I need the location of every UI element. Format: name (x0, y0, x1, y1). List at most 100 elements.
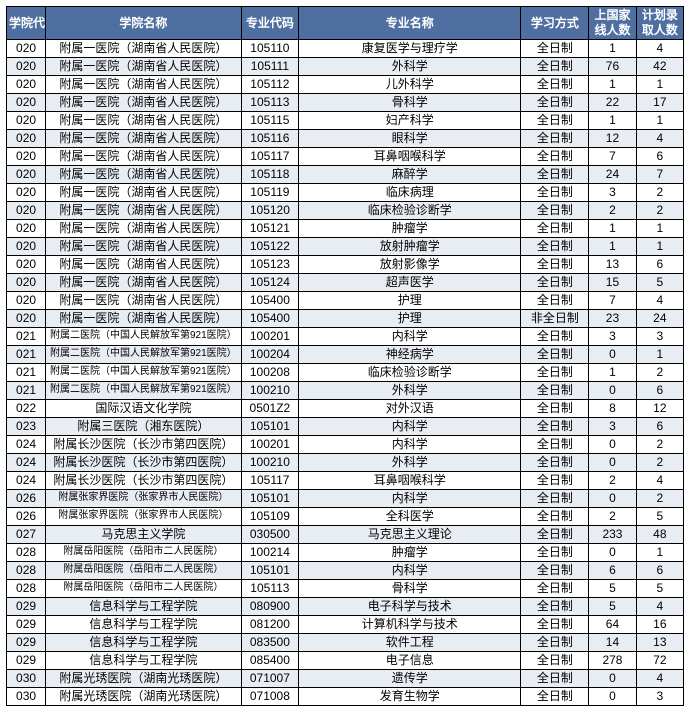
cell: 020 (7, 310, 46, 328)
cell: 2 (636, 364, 683, 382)
cell: 026 (7, 490, 46, 508)
cell: 24 (636, 310, 683, 328)
cell: 6 (636, 382, 683, 400)
cell: 020 (7, 148, 46, 166)
cell: 放射肿瘤学 (299, 238, 521, 256)
cell: 外科学 (299, 454, 521, 472)
cell: 4 (636, 130, 683, 148)
cell: 全日制 (521, 616, 589, 634)
cell: 电子科学与技术 (299, 598, 521, 616)
admissions-table: 学院代码学院名称专业代码专业名称学习方式上国家线人数计划录取人数 020附属一医… (6, 6, 684, 706)
cell: 附属一医院（湖南省人民医院） (46, 94, 241, 112)
table-row: 020附属一医院（湖南省人民医院）105116眼科学全日制124 (7, 130, 684, 148)
cell: 105123 (241, 256, 299, 274)
cell: 4 (636, 40, 683, 58)
cell: 100210 (241, 454, 299, 472)
cell: 105118 (241, 166, 299, 184)
cell: 020 (7, 238, 46, 256)
cell: 6 (589, 562, 636, 580)
cell: 2 (636, 202, 683, 220)
cell: 1 (589, 112, 636, 130)
cell: 非全日制 (521, 310, 589, 328)
col-header-6: 计划录取人数 (636, 7, 683, 40)
cell: 全日制 (521, 508, 589, 526)
cell: 64 (589, 616, 636, 634)
cell: 1 (636, 76, 683, 94)
table-row: 029信息科学与工程学院081200计算机科学与技术全日制6416 (7, 616, 684, 634)
cell: 附属一医院（湖南省人民医院） (46, 256, 241, 274)
cell: 全日制 (521, 166, 589, 184)
cell: 软件工程 (299, 634, 521, 652)
cell: 13 (636, 634, 683, 652)
cell: 附属光琇医院（湖南光琇医院） (46, 670, 241, 688)
cell: 24 (589, 166, 636, 184)
table-row: 023附属三医院（湘东医院）105101内科学全日制36 (7, 418, 684, 436)
cell: 马克思主义学院 (46, 526, 241, 544)
cell: 放射影像学 (299, 256, 521, 274)
cell: 附属二医院（中国人民解放军第921医院） (46, 364, 241, 382)
cell: 105115 (241, 112, 299, 130)
cell: 029 (7, 634, 46, 652)
cell: 021 (7, 382, 46, 400)
cell: 17 (636, 94, 683, 112)
cell: 全日制 (521, 598, 589, 616)
cell: 骨科学 (299, 94, 521, 112)
col-header-4: 学习方式 (521, 7, 589, 40)
cell: 071008 (241, 688, 299, 706)
cell: 100201 (241, 436, 299, 454)
cell: 附属一医院（湖南省人民医院） (46, 130, 241, 148)
cell: 马克思主义理论 (299, 526, 521, 544)
cell: 全日制 (521, 346, 589, 364)
cell: 080900 (241, 598, 299, 616)
cell: 全日制 (521, 688, 589, 706)
cell: 发育生物学 (299, 688, 521, 706)
table-row: 020附属一医院（湖南省人民医院）105118麻醉学全日制247 (7, 166, 684, 184)
cell: 对外汉语 (299, 400, 521, 418)
cell: 眼科学 (299, 130, 521, 148)
cell: 020 (7, 130, 46, 148)
table-row: 020附属一医院（湖南省人民医院）105400护理全日制74 (7, 292, 684, 310)
cell: 4 (636, 598, 683, 616)
cell: 021 (7, 328, 46, 346)
cell: 083500 (241, 634, 299, 652)
cell: 029 (7, 616, 46, 634)
cell: 全日制 (521, 274, 589, 292)
cell: 028 (7, 562, 46, 580)
cell: 14 (589, 634, 636, 652)
table-row: 020附属一医院（湖南省人民医院）105115妇产科学全日制11 (7, 112, 684, 130)
cell: 附属二医院（中国人民解放军第921医院） (46, 328, 241, 346)
table-row: 029信息科学与工程学院080900电子科学与技术全日制54 (7, 598, 684, 616)
table-row: 020附属一医院（湖南省人民医院）105121肿瘤学全日制11 (7, 220, 684, 238)
cell: 全日制 (521, 670, 589, 688)
cell: 105110 (241, 40, 299, 58)
cell: 021 (7, 364, 46, 382)
cell: 附属一医院（湖南省人民医院） (46, 148, 241, 166)
cell: 全日制 (521, 292, 589, 310)
cell: 12 (636, 400, 683, 418)
col-header-3: 专业名称 (299, 7, 521, 40)
table-row: 024附属长沙医院（长沙市第四医院）105117耳鼻咽喉科学全日制24 (7, 472, 684, 490)
cell: 105400 (241, 310, 299, 328)
cell: 105117 (241, 472, 299, 490)
cell: 026 (7, 508, 46, 526)
cell: 0501Z2 (241, 400, 299, 418)
cell: 附属张家界医院（张家界市人民医院） (46, 508, 241, 526)
cell: 13 (589, 256, 636, 274)
cell: 全日制 (521, 562, 589, 580)
cell: 内科学 (299, 328, 521, 346)
cell: 肿瘤学 (299, 544, 521, 562)
cell: 神经病学 (299, 346, 521, 364)
cell: 全日制 (521, 634, 589, 652)
cell: 0 (589, 670, 636, 688)
cell: 100214 (241, 544, 299, 562)
col-header-5: 上国家线人数 (589, 7, 636, 40)
table-row: 021附属二医院（中国人民解放军第921医院）100208临床检验诊断学全日制1… (7, 364, 684, 382)
cell: 内科学 (299, 562, 521, 580)
cell: 020 (7, 184, 46, 202)
cell: 全日制 (521, 328, 589, 346)
col-header-2: 专业代码 (241, 7, 299, 40)
cell: 骨科学 (299, 580, 521, 598)
cell: 附属一医院（湖南省人民医院） (46, 76, 241, 94)
cell: 4 (636, 472, 683, 490)
cell: 全日制 (521, 112, 589, 130)
